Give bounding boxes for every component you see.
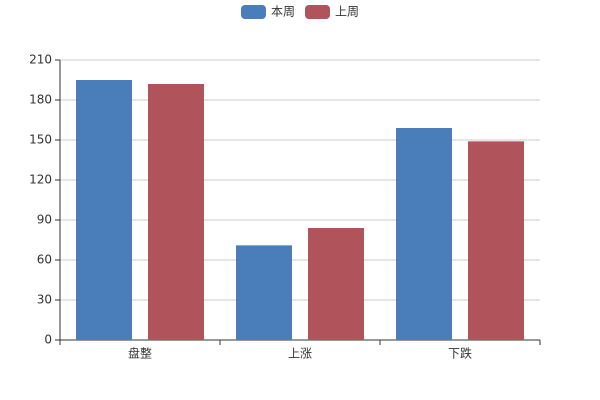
bar	[236, 245, 292, 340]
legend-label: 本周	[271, 5, 295, 19]
x-tick-label: 上涨	[288, 346, 312, 361]
y-tick-label: 210	[29, 53, 52, 67]
bar	[148, 84, 204, 340]
bar	[76, 80, 132, 340]
y-tick-label: 30	[37, 293, 52, 307]
bar	[308, 228, 364, 340]
x-tick-label: 下跌	[448, 346, 472, 361]
x-tick-label: 盘整	[128, 346, 152, 361]
y-tick-label: 150	[29, 133, 52, 147]
y-tick-label: 180	[29, 93, 52, 107]
bar	[396, 128, 452, 340]
legend-label: 上周	[335, 5, 359, 19]
legend-swatch	[240, 5, 266, 19]
y-tick-label: 0	[44, 333, 52, 347]
legend-item: 上周	[305, 5, 359, 19]
y-tick-label: 60	[37, 253, 52, 267]
bar	[468, 141, 524, 340]
y-tick-label: 120	[29, 173, 52, 187]
legend-item: 本周	[240, 5, 295, 19]
y-tick-label: 90	[37, 213, 52, 227]
legend-swatch	[305, 5, 330, 19]
